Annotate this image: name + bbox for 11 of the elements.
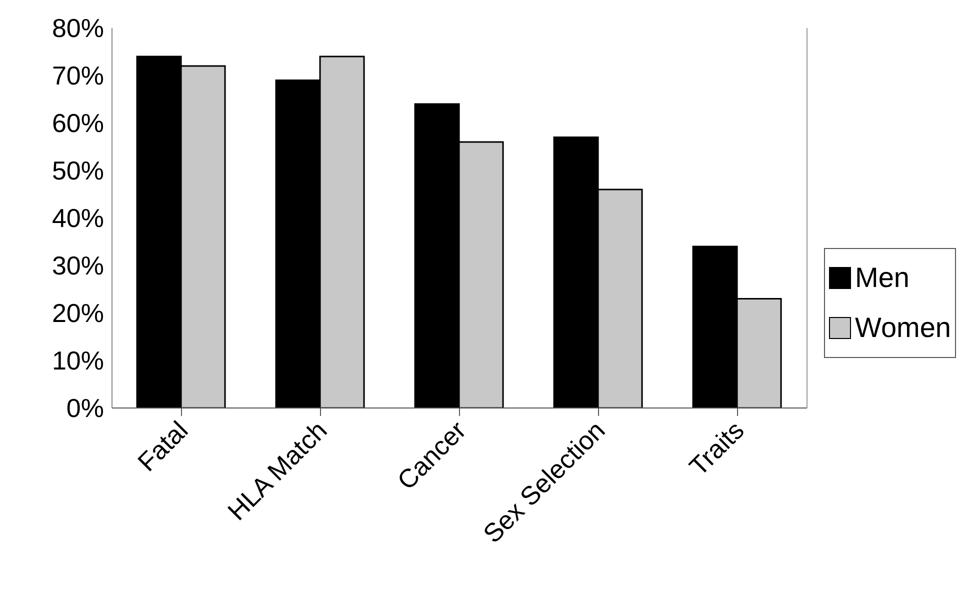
y-tick-label: 70% (52, 60, 104, 91)
legend-label: Women (854, 311, 951, 345)
y-tick-label: 0% (66, 393, 104, 424)
y-tick-label: 40% (52, 203, 104, 234)
y-tick-label: 10% (52, 346, 104, 376)
y-tick-label: 80% (52, 13, 104, 44)
y-tick-label: 30% (52, 250, 104, 281)
legend-label: Men (854, 261, 910, 295)
y-tick-label: 50% (52, 156, 104, 186)
y-tick-label: 20% (52, 298, 104, 328)
y-tick-label: 60% (52, 108, 104, 138)
